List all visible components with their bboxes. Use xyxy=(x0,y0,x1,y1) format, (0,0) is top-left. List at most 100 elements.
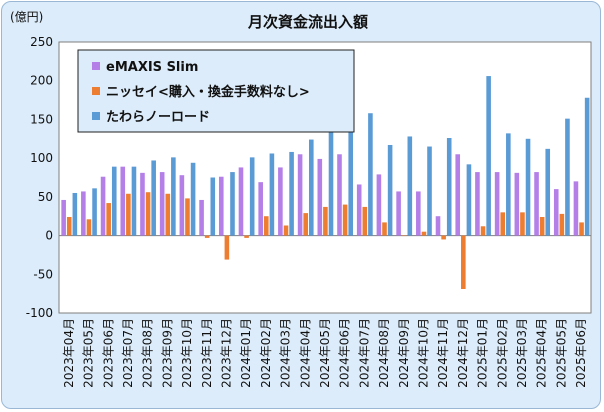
bar-tawara-no-load xyxy=(545,148,551,236)
bar-emaxis-slim xyxy=(218,176,224,236)
x-tick-label: 2025年02月 xyxy=(495,318,509,388)
bar-tawara-no-load xyxy=(72,192,78,236)
bar-tawara-no-load xyxy=(308,139,314,236)
bar-tawara-no-load xyxy=(190,162,196,236)
bar-emaxis-slim xyxy=(396,191,401,236)
bar-tawara-no-load xyxy=(368,113,373,236)
bar-emaxis-slim xyxy=(534,172,539,236)
x-tick-label: 2024年06月 xyxy=(338,318,352,388)
chart-title: 月次資金流出入額 xyxy=(247,13,368,31)
y-tick-label: 100 xyxy=(30,151,53,165)
x-tick-label: 2024年10月 xyxy=(417,318,431,388)
y-tick-label: 200 xyxy=(30,74,53,88)
y-tick-label: 250 xyxy=(30,35,53,49)
bar-tawara-no-load xyxy=(525,138,531,236)
x-tick-label: 2024年07月 xyxy=(357,318,371,388)
plot-area: 250 200 150 100 50 0 -50 -100 2023年04月 2023年05月 20… xyxy=(26,35,592,388)
bar-emaxis-slim xyxy=(258,182,263,236)
y-tick-label: 150 xyxy=(30,112,53,126)
x-tick-label: 2024年11月 xyxy=(436,318,450,388)
bar-tawara-no-load xyxy=(506,133,511,236)
bar-tawara-no-load xyxy=(249,157,255,236)
x-tick-label: 2023年04月 xyxy=(62,318,76,388)
bar-nissay xyxy=(86,219,92,236)
x-tick-label: 2024年04月 xyxy=(298,318,312,388)
bar-emaxis-slim xyxy=(356,184,362,236)
bar-tawara-no-load xyxy=(486,76,491,236)
bar-nissay xyxy=(165,193,171,236)
bar-emaxis-slim xyxy=(337,154,342,236)
x-tick-label: 2023年10月 xyxy=(180,318,194,388)
bar-nissay xyxy=(244,235,249,238)
x-tick-label: 2023年08月 xyxy=(141,318,155,388)
bar-tawara-no-load xyxy=(289,151,294,236)
bar-nissay xyxy=(342,204,348,236)
bar-emaxis-slim xyxy=(455,154,461,236)
bar-tawara-no-load xyxy=(328,83,334,236)
x-tick-label: 2024年12月 xyxy=(456,318,470,388)
x-tick-label: 2025年05月 xyxy=(554,318,568,388)
bar-emaxis-slim xyxy=(416,191,421,236)
x-tick-label: 2025年04月 xyxy=(535,318,549,388)
bar-nissay xyxy=(539,216,545,236)
bar-emaxis-slim xyxy=(553,189,559,236)
bar-emaxis-slim xyxy=(159,172,165,236)
bar-nissay xyxy=(421,231,427,236)
bar-tawara-no-load xyxy=(565,118,570,236)
bar-nissay xyxy=(323,206,328,236)
bar-nissay xyxy=(401,235,407,237)
y-tick-label: 50 xyxy=(38,190,53,204)
x-tick-label: 2023年06月 xyxy=(101,318,115,388)
bar-tawara-no-load xyxy=(446,138,452,236)
bar-nissay xyxy=(382,222,387,236)
bar-emaxis-slim xyxy=(475,172,480,236)
bar-emaxis-slim xyxy=(376,174,382,236)
x-tick-label: 2023年09月 xyxy=(160,318,174,388)
bar-tawara-no-load xyxy=(111,166,117,236)
bar-emaxis-slim xyxy=(514,172,520,236)
bar-tawara-no-load xyxy=(427,146,432,236)
bar-tawara-no-load xyxy=(348,112,354,236)
bar-tawara-no-load xyxy=(269,153,275,236)
bar-nissay xyxy=(500,212,506,236)
bar-nissay xyxy=(559,213,565,236)
x-tick-label: 2024年05月 xyxy=(318,318,332,388)
bar-tawara-no-load xyxy=(407,136,413,236)
bar-nissay xyxy=(66,216,72,236)
bar-emaxis-slim xyxy=(199,199,204,236)
legend-entry-label: たわらノーロード xyxy=(106,110,210,125)
bar-nissay xyxy=(303,213,308,236)
legend-swatch xyxy=(92,87,100,95)
bar-nissay xyxy=(362,206,368,236)
x-tick-label: 2023年12月 xyxy=(219,318,233,388)
bar-nissay xyxy=(579,222,584,236)
x-tick-label: 2024年02月 xyxy=(259,318,273,388)
x-tick-label: 2025年06月 xyxy=(574,318,588,388)
bar-emaxis-slim xyxy=(140,172,145,236)
legend-box xyxy=(77,49,355,133)
x-tick-label: 2025年01月 xyxy=(476,318,490,388)
bar-tawara-no-load xyxy=(131,166,137,236)
legend-entry-label: eMAXIS Slim xyxy=(106,60,198,75)
x-tick-label: 2023年11月 xyxy=(200,318,214,388)
bar-nissay xyxy=(204,235,210,238)
x-tick-label: 2024年03月 xyxy=(279,318,293,388)
bar-emaxis-slim xyxy=(573,181,579,236)
bar-nissay xyxy=(283,225,289,236)
bar-tawara-no-load xyxy=(151,160,156,236)
bar-nissay xyxy=(263,216,269,236)
bar-emaxis-slim xyxy=(317,158,323,236)
bar-tawara-no-load xyxy=(387,144,393,236)
bar-tawara-no-load xyxy=(230,172,235,236)
bar-emaxis-slim xyxy=(494,172,500,236)
legend-swatch xyxy=(92,112,100,120)
bar-emaxis-slim xyxy=(435,216,441,236)
bar-nissay xyxy=(106,203,111,236)
y-tick-label: 0 xyxy=(45,229,53,243)
bar-emaxis-slim xyxy=(179,175,185,236)
bar-emaxis-slim xyxy=(100,176,106,236)
y-tick-label: -50 xyxy=(33,267,53,281)
x-tick-label: 2024年08月 xyxy=(377,318,391,388)
